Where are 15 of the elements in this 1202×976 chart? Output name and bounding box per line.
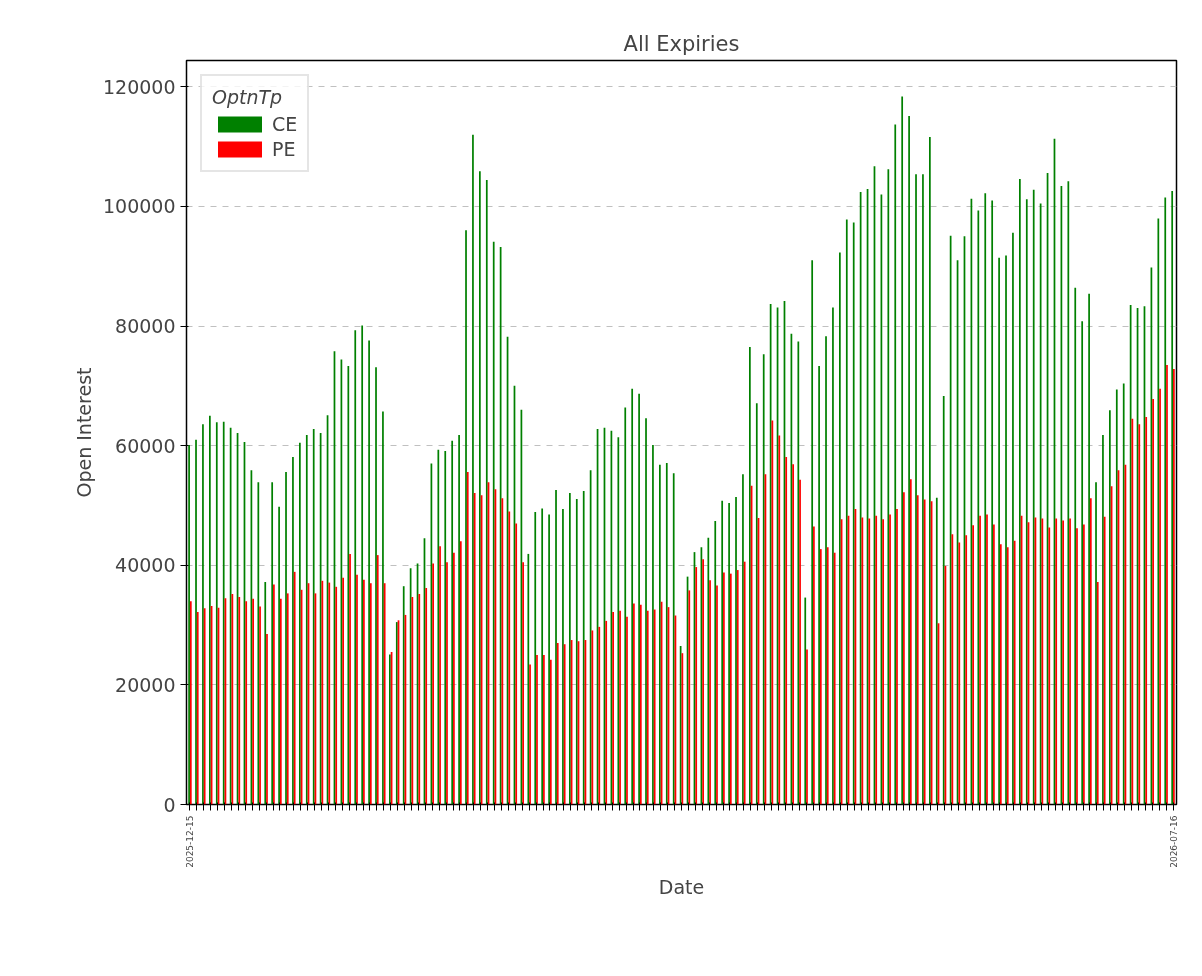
y-tick-label: 40000	[115, 554, 176, 577]
y-tick-label: 60000	[115, 434, 176, 457]
y-tick-label: 80000	[115, 315, 176, 338]
x-axis-title: Date	[658, 875, 705, 898]
chart-title: All Expiries	[623, 31, 740, 56]
y-tick-label: 120000	[102, 75, 176, 98]
y-axis-title: Open Interest	[72, 367, 95, 498]
legend-label: PE	[272, 138, 296, 160]
x-tick-label: 2025-12-15	[185, 815, 196, 868]
y-tick-label: 100000	[102, 195, 176, 218]
y-tick-label: 20000	[115, 673, 176, 696]
x-tick-label: 2026-07-16	[1168, 815, 1179, 868]
legend-label: CE	[272, 113, 298, 135]
y-tick-label: 0	[163, 793, 176, 816]
legend-title: OptnTp	[212, 86, 284, 108]
